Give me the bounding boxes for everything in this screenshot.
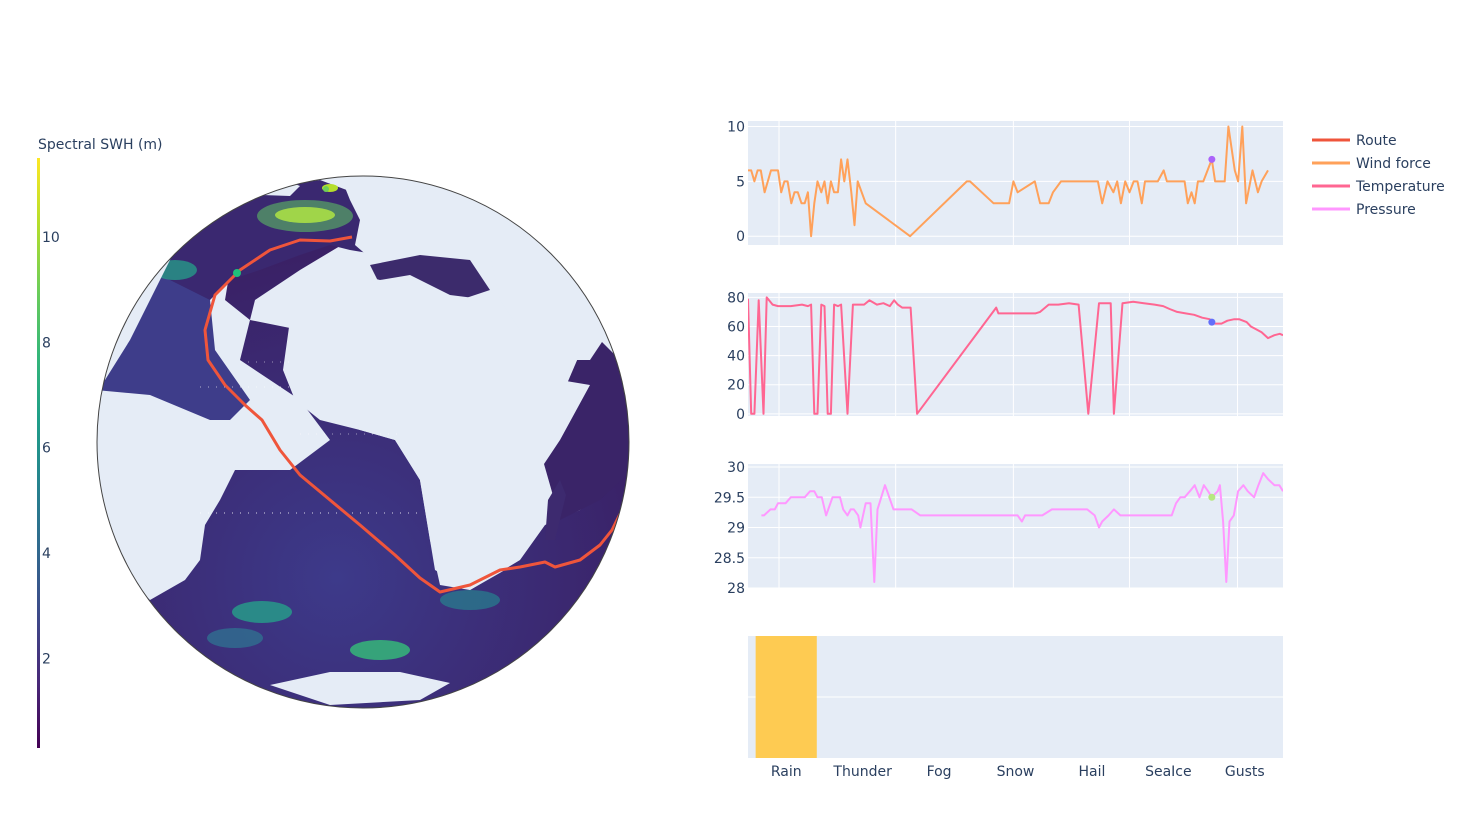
colorbar-scale — [37, 158, 40, 748]
x-tick-label: Rain — [771, 764, 802, 780]
swh-band-south-2 — [207, 628, 263, 648]
colorbar: Spectral SWH (m) 10 8 6 4 2 — [37, 137, 163, 748]
subplot-pressure[interactable]: 30 29.5 29 28.5 28 — [714, 460, 1283, 597]
y-tick-label: 80 — [727, 290, 745, 306]
land-south-america — [97, 390, 240, 600]
colorbar-tick-label: 6 — [42, 441, 51, 457]
colorbar-tick-label: 4 — [42, 546, 51, 562]
colorbar-tick-label: 10 — [42, 230, 60, 246]
series-line[interactable] — [748, 125, 1269, 238]
y-tick-label: 30 — [727, 460, 745, 476]
plot-background — [748, 293, 1283, 416]
position-marker-north — [323, 186, 329, 192]
legend-label: Route — [1356, 133, 1397, 149]
legend-label: Wind force — [1356, 156, 1431, 172]
legend-label: Pressure — [1356, 202, 1416, 218]
x-tick-label: Gusts — [1225, 764, 1265, 780]
colorbar-title: Spectral SWH (m) — [38, 137, 163, 153]
route-line[interactable] — [203, 235, 624, 594]
legend-item[interactable]: Route — [1312, 133, 1397, 149]
subplot-weather-events[interactable]: Rain Thunder Fog Snow Hail SeaIce Gusts — [748, 636, 1283, 780]
current-value-marker[interactable] — [1208, 493, 1216, 501]
land-africa — [283, 270, 590, 590]
x-tick-label: Hail — [1078, 764, 1105, 780]
ocean-region-east — [540, 330, 629, 520]
x-tick-label: Thunder — [832, 764, 892, 780]
current-position-marker[interactable] — [233, 269, 241, 277]
subplot-temperature[interactable]: 80 60 40 20 0 — [727, 290, 1283, 423]
subplots: 10 5 0 80 60 40 20 0 30 29.5 29 28.5 28 Rain Thunder Fo… — [714, 119, 1283, 780]
legend-label: Temperature — [1355, 179, 1445, 195]
colorbar-tick-label: 8 — [42, 335, 51, 351]
y-tick-label: 29 — [727, 521, 745, 537]
legend-item[interactable]: Wind force — [1312, 156, 1431, 172]
swh-band-south-1 — [232, 601, 292, 623]
y-tick-label: 10 — [727, 119, 745, 135]
bar-rain[interactable] — [755, 636, 817, 758]
current-value-marker[interactable] — [1208, 155, 1216, 163]
y-tick-label: 0 — [736, 407, 745, 423]
x-tick-label: Fog — [927, 764, 952, 780]
y-tick-label: 0 — [736, 229, 745, 245]
land-madagascar — [545, 480, 566, 540]
y-tick-label: 28 — [727, 581, 745, 597]
plot-background — [748, 121, 1283, 245]
y-tick-label: 20 — [727, 378, 745, 394]
legend-item[interactable]: Temperature — [1312, 179, 1445, 195]
swh-band-south-3 — [440, 590, 500, 610]
legend[interactable]: Route Wind force Temperature Pressure — [1312, 133, 1445, 218]
swh-band-north-atlantic — [257, 200, 353, 232]
plot-background — [748, 464, 1283, 588]
subplot-wind-force[interactable]: 10 5 0 — [727, 119, 1283, 245]
y-tick-label: 28.5 — [714, 551, 745, 567]
y-tick-label: 60 — [727, 319, 745, 335]
globe-outline — [96, 175, 630, 709]
ocean-region — [97, 176, 629, 708]
land-europe — [340, 176, 600, 258]
legend-item[interactable]: Pressure — [1312, 202, 1416, 218]
x-tick-label: SeaIce — [1145, 764, 1192, 780]
globe-map[interactable] — [95, 160, 632, 712]
mediterranean — [370, 255, 490, 300]
land-antarctica — [270, 672, 450, 705]
y-tick-label: 40 — [727, 349, 745, 365]
y-tick-label: 29.5 — [714, 490, 745, 506]
current-value-marker[interactable] — [1208, 318, 1216, 326]
colorbar-tick-label: 2 — [42, 651, 51, 667]
y-tick-label: 5 — [736, 174, 745, 190]
x-tick-label: Snow — [997, 764, 1035, 780]
swh-hotspot-south — [350, 640, 410, 660]
